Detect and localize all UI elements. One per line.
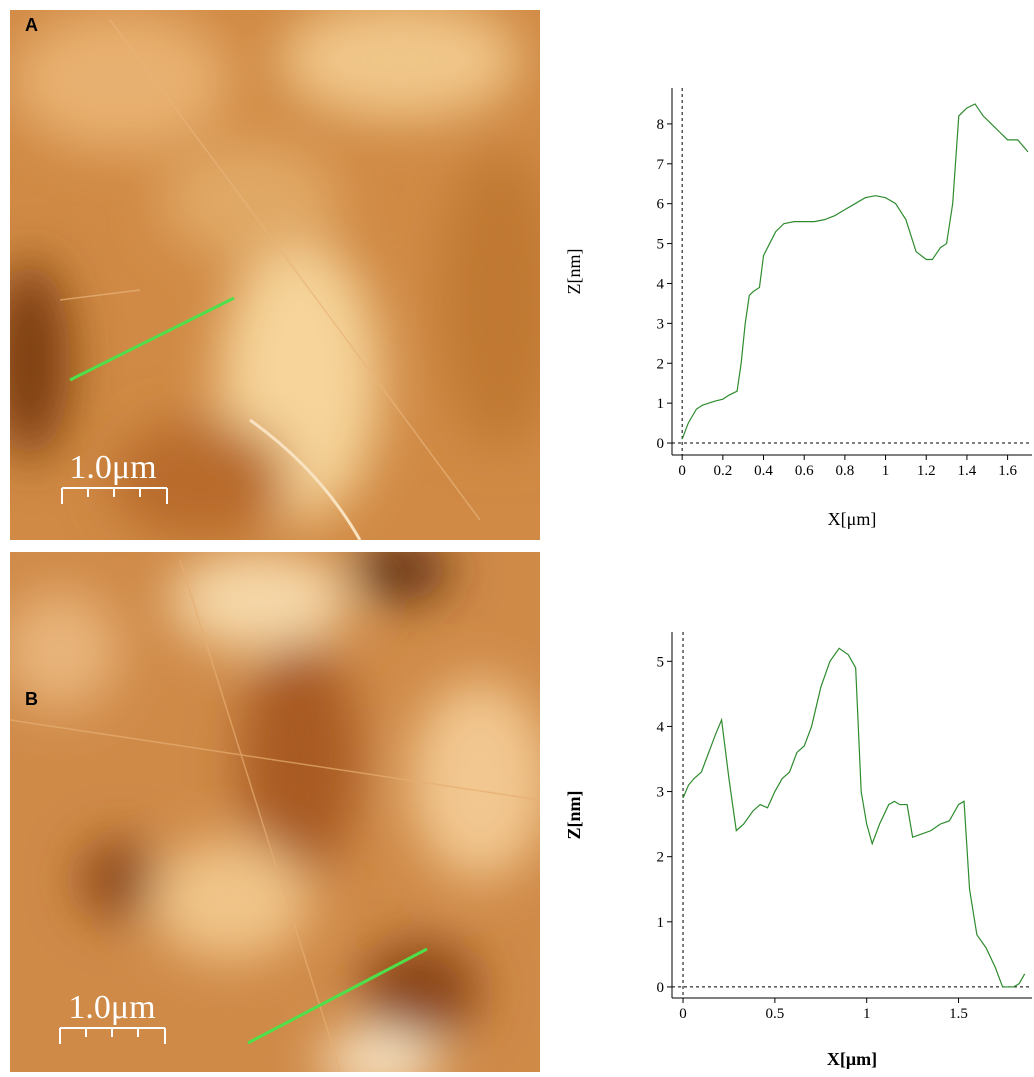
x-tick-label: 0.4 [754, 463, 773, 479]
data-line [683, 648, 1025, 987]
x-tick-label: 0.6 [795, 463, 814, 479]
panel-label: A [25, 15, 38, 35]
y-tick-label: 3 [657, 316, 665, 332]
x-tick-label: 1.5 [949, 1006, 968, 1022]
y-tick-label: 1 [657, 396, 665, 412]
x-tick-label: 0.8 [836, 463, 855, 479]
figure: A B 1.0μm 1.0μm 0 1 2 3 4 5 6 7 8 0 0.2 0.4 0.6 0.8 1 1… [0, 0, 1034, 1077]
y-tick-label: 6 [657, 197, 665, 213]
y-axis-label: Z[nm] [564, 791, 584, 840]
y-tick-label: 3 [657, 785, 665, 801]
x-tick-label: 1.2 [917, 463, 936, 479]
x-axis-label: X[μm] [828, 509, 877, 529]
y-tick-label: 0 [657, 980, 665, 996]
x-tick-label: 0 [678, 463, 686, 479]
data-line [682, 104, 1028, 439]
x-tick-label: 1 [863, 1006, 871, 1022]
y-tick-label: 5 [657, 237, 665, 253]
panel-label: B [25, 689, 38, 709]
x-tick-label: 1 [882, 463, 890, 479]
y-tick-label: 2 [657, 850, 665, 866]
x-tick-label: 1.4 [958, 463, 977, 479]
y-tick-label: 1 [657, 915, 665, 931]
scale-bar-label: 1.0μm [69, 449, 156, 486]
y-axis-label: Z[nm] [564, 249, 584, 295]
x-tick-label: 1.6 [998, 463, 1017, 479]
y-tick-label: 4 [657, 276, 665, 292]
y-tick-label: 4 [657, 719, 665, 735]
x-axis-label: X[μm] [827, 1049, 877, 1069]
y-tick-label: 0 [657, 436, 665, 452]
x-tick-label: 0.5 [765, 1006, 784, 1022]
x-tick-label: 0.2 [713, 463, 732, 479]
x-tick-label: 0 [679, 1006, 687, 1022]
y-tick-label: 5 [657, 654, 665, 670]
scale-bar-label: 1.0μm [68, 989, 155, 1026]
y-tick-label: 2 [657, 356, 665, 372]
y-tick-label: 7 [657, 157, 665, 173]
y-tick-label: 8 [657, 117, 665, 133]
